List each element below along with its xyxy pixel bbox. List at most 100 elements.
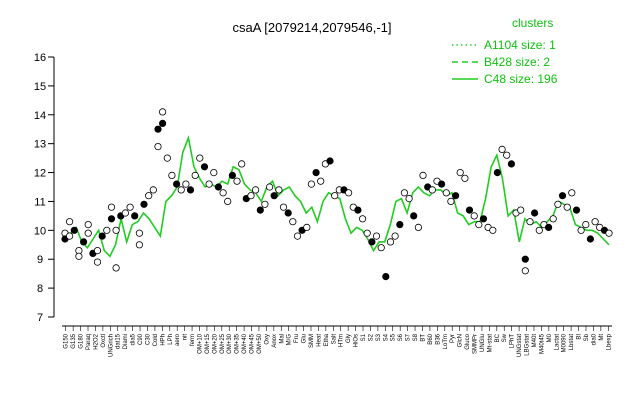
data-point bbox=[586, 235, 595, 243]
x-tick-label: UNGrich bbox=[108, 334, 114, 357]
x-tick-label: OM+35 bbox=[235, 333, 241, 354]
data-point bbox=[293, 232, 302, 240]
x-tick-label: C30 bbox=[145, 333, 151, 345]
x-tick-label: OM+40 bbox=[242, 333, 248, 354]
data-point bbox=[98, 232, 106, 240]
data-point bbox=[410, 212, 418, 220]
data-point bbox=[177, 186, 185, 194]
data-point bbox=[377, 244, 385, 252]
data-point bbox=[80, 238, 88, 246]
data-point bbox=[442, 189, 450, 197]
x-tick-label: dia0 bbox=[591, 333, 597, 345]
data-point bbox=[521, 255, 529, 263]
data-point bbox=[400, 189, 408, 197]
x-tick-label: LPhT bbox=[510, 334, 516, 349]
x-tick-label: H2O2 bbox=[93, 333, 99, 349]
y-tick-label: 7 bbox=[37, 312, 43, 324]
x-tick-label: BT bbox=[420, 334, 426, 342]
y-tick-label: 8 bbox=[37, 283, 43, 295]
data-point bbox=[591, 218, 599, 226]
x-tick-label: S3 bbox=[376, 333, 382, 341]
data-point bbox=[265, 183, 274, 191]
data-point bbox=[465, 206, 474, 214]
data-point bbox=[391, 232, 399, 240]
x-tick-label: HPh bbox=[160, 334, 166, 346]
data-point bbox=[186, 186, 195, 194]
data-point bbox=[479, 215, 488, 223]
data-point bbox=[140, 200, 148, 208]
data-point bbox=[149, 186, 157, 194]
x-tick-label: OM+45 bbox=[250, 333, 256, 354]
data-point bbox=[163, 154, 171, 162]
x-tick-label: Paraq bbox=[86, 334, 92, 350]
data-point bbox=[252, 186, 260, 194]
data-point bbox=[66, 232, 74, 240]
data-point bbox=[191, 171, 199, 179]
data-point bbox=[70, 226, 78, 234]
data-point bbox=[182, 180, 190, 188]
data-point bbox=[368, 238, 376, 246]
data-point bbox=[135, 241, 143, 249]
x-tick-label: M40t45 bbox=[539, 333, 545, 354]
data-point bbox=[521, 267, 529, 275]
data-point bbox=[233, 177, 241, 185]
data-point bbox=[470, 212, 478, 220]
x-tick-label: LPh bbox=[168, 334, 174, 345]
x-tick-label: Lbexp bbox=[606, 333, 612, 350]
x-tick-label: OM+15 bbox=[205, 333, 211, 354]
x-tick-label: Sb bbox=[584, 333, 590, 341]
legend-label: C48 size: 196 bbox=[484, 72, 558, 86]
x-tick-label: S7 bbox=[406, 333, 412, 341]
data-point bbox=[256, 206, 264, 214]
x-tick-label: nit bbox=[183, 334, 189, 341]
data-point bbox=[154, 143, 162, 151]
data-point bbox=[498, 145, 506, 153]
data-point bbox=[135, 229, 143, 237]
data-point bbox=[84, 221, 92, 229]
data-point bbox=[284, 209, 292, 217]
data-point bbox=[126, 203, 134, 211]
x-tick-label: S5 bbox=[391, 333, 397, 341]
x-tick-label: Mt bbox=[599, 334, 605, 341]
data-point bbox=[219, 189, 227, 197]
x-tick-label: Mal bbox=[279, 334, 285, 344]
data-point bbox=[247, 192, 255, 200]
legend-title: clusters bbox=[512, 16, 553, 30]
y-tick-label: 16 bbox=[34, 52, 46, 64]
data-point bbox=[419, 171, 427, 179]
data-point bbox=[228, 171, 236, 179]
x-tick-label: OM+30 bbox=[227, 333, 233, 354]
data-point bbox=[84, 229, 92, 237]
data-point bbox=[605, 229, 613, 237]
data-point bbox=[205, 180, 213, 188]
data-point bbox=[493, 169, 501, 177]
x-tick-label: OM+25 bbox=[220, 333, 226, 354]
data-point bbox=[382, 272, 390, 281]
data-point bbox=[554, 200, 562, 208]
data-point bbox=[159, 119, 167, 128]
x-tick-label: M0090 bbox=[562, 333, 568, 352]
x-tick-label: M0 bbox=[547, 333, 553, 342]
x-tick-label: G135 bbox=[71, 333, 77, 348]
x-tick-label: S1 bbox=[361, 333, 367, 341]
x-tick-label: Pyr bbox=[450, 334, 456, 343]
data-point bbox=[326, 157, 334, 165]
data-point bbox=[489, 226, 497, 234]
data-point bbox=[261, 200, 269, 208]
data-point bbox=[93, 247, 102, 255]
data-point bbox=[112, 264, 120, 272]
data-point bbox=[270, 192, 278, 200]
data-point bbox=[154, 125, 162, 133]
x-tick-label: dia5 bbox=[131, 333, 137, 345]
data-point bbox=[303, 223, 311, 231]
data-point bbox=[168, 171, 176, 179]
y-tick-label: 12 bbox=[34, 168, 46, 180]
y-tick-label: 14 bbox=[34, 110, 46, 122]
data-point bbox=[145, 192, 153, 200]
x-tick-label: LoTm bbox=[443, 334, 449, 349]
data-point bbox=[437, 180, 446, 188]
x-tick-label: HTm bbox=[339, 334, 345, 347]
x-tick-label: SMM bbox=[309, 334, 315, 348]
x-tick-label: Cold bbox=[153, 334, 159, 346]
y-tick-label: 13 bbox=[34, 139, 46, 151]
